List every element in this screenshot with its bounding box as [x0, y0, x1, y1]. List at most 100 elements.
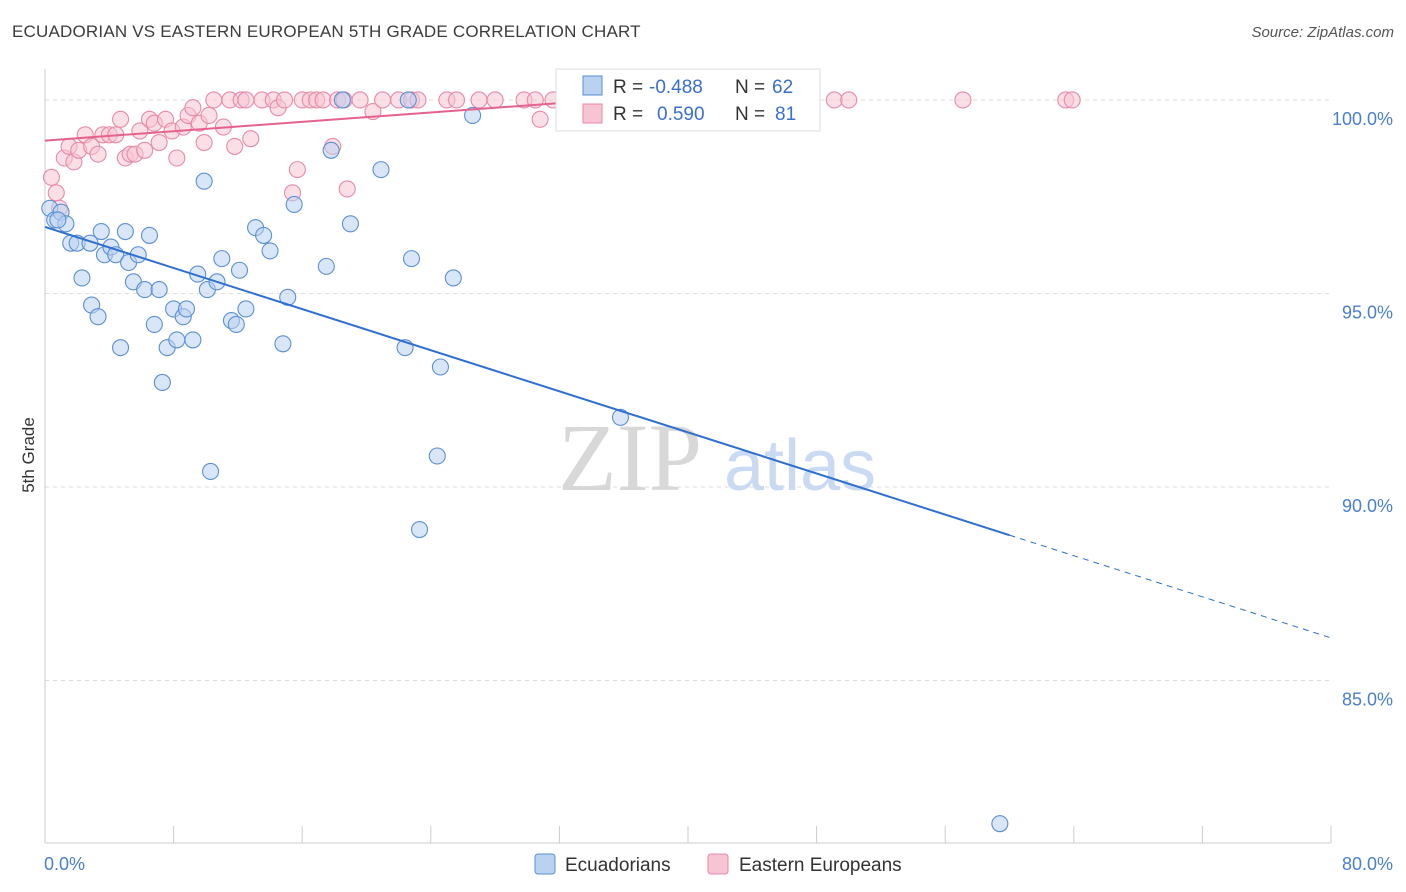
x-tick-label-min: 0.0% [44, 854, 85, 874]
eastern-european-point [168, 149, 186, 167]
x-tick-label-max: 80.0% [1342, 854, 1393, 874]
grid-lines [45, 99, 1331, 681]
legend-r-value-ecuadorians: -0.488 [649, 77, 703, 98]
ecuadorian-point [255, 226, 273, 244]
ecuadorian-point [341, 215, 359, 233]
ecuadorian-point [322, 141, 340, 159]
eastern-european-point [136, 141, 154, 159]
source-credit: Source: ZipAtlas.com [1251, 24, 1394, 41]
watermark-atlas: atlas [724, 426, 876, 506]
ecuadorian-point [410, 520, 429, 539]
eastern-european-point [47, 184, 65, 202]
eastern-european-point [486, 91, 504, 109]
ecuadorian-point [140, 226, 159, 244]
ecuadorian-point [428, 447, 446, 465]
eastern-european-point [112, 110, 130, 128]
ecuadorian-point [49, 211, 67, 229]
ecuadorians-trend-line [44, 225, 1010, 537]
legend-swatch-ecuadorians [582, 75, 603, 96]
eastern-european-point [89, 145, 107, 163]
eastern-european-point [275, 91, 294, 109]
eastern-european-point [954, 91, 972, 109]
ecuadorian-point [611, 408, 630, 426]
ecuadorian-point [116, 222, 134, 241]
ecuadorian-point [317, 257, 335, 275]
correlation-legend: R = -0.488 N = 62 R = 0.590 N = 81 [555, 68, 821, 132]
eastern-european-point [351, 91, 369, 109]
eastern-european-point [242, 130, 260, 148]
ecuadorian-point [285, 195, 303, 213]
ecuadorian-point [372, 161, 390, 179]
ecuadorian-point [227, 315, 245, 333]
ecuadorians-trend-extension [1009, 534, 1332, 639]
legend-r-label-2: R = [613, 104, 643, 125]
ecuadorian-point [399, 91, 417, 109]
eastern-european-point [338, 180, 356, 198]
eastern-european-point [840, 91, 858, 109]
ecuadorian-point [73, 269, 91, 287]
ecuadorian-point [991, 815, 1009, 833]
ecuadorian-point [213, 250, 231, 268]
legend-swatch-eastern-europeans [582, 103, 603, 124]
watermark: ZIP atlas [558, 404, 876, 511]
ecuadorian-point [168, 331, 186, 349]
ecuadorian-point [444, 269, 462, 287]
eastern-european-point [288, 161, 306, 179]
ecuadorian-point [136, 281, 154, 299]
trend-lines [44, 95, 1332, 639]
eastern-european-point [1063, 91, 1081, 109]
y-tick-label: 100.0% [1332, 109, 1393, 129]
y-tick-labels: 100.0% 95.0% 90.0% 85.0% [1332, 109, 1393, 710]
watermark-zip: ZIP [558, 404, 702, 511]
ecuadorian-point [92, 222, 110, 241]
legend-r-label-1: R = [613, 77, 643, 98]
eastern-european-point [374, 91, 392, 109]
legend-r-value-eastern-europeans: 0.590 [657, 104, 705, 125]
axes [44, 69, 1332, 844]
series-legend: Ecuadorians Eastern Europeans [534, 853, 902, 876]
legend-n-value-ecuadorians: 62 [772, 77, 793, 98]
ecuadorian-point [274, 335, 292, 353]
legend-n-label-1: N = [735, 77, 765, 98]
ecuadorian-point [431, 358, 449, 376]
ecuadorian-point [153, 373, 171, 392]
ecuadorian-point [195, 172, 213, 190]
y-tick-label: 90.0% [1342, 496, 1393, 516]
eastern-european-point [531, 110, 549, 128]
ecuadorian-point [202, 462, 220, 481]
ecuadorian-point [464, 106, 482, 124]
ecuadorian-point [112, 339, 130, 357]
ecuadorian-point [237, 300, 255, 318]
ecuadorian-point [333, 91, 351, 109]
eastern-european-point [825, 91, 843, 109]
ecuadorian-point [89, 308, 107, 326]
ecuadorian-point [177, 300, 196, 318]
eastern-european-point [195, 133, 213, 152]
eastern-european-point [205, 91, 223, 109]
eastern-europeans-trend-line [44, 95, 656, 142]
eastern-european-point [314, 91, 332, 109]
eastern-european-point [200, 106, 218, 124]
x-tick-labels: 0.0% 80.0% [44, 854, 1393, 874]
y-tick-label: 95.0% [1342, 302, 1393, 322]
legend-item-eastern-europeans-label: Eastern Europeans [739, 855, 902, 876]
ecuadorian-point [261, 242, 279, 260]
ecuadorian-point [402, 250, 421, 268]
chart-title: ECUADORIAN VS EASTERN EUROPEAN 5TH GRADE… [12, 22, 641, 41]
eastern-european-point [237, 91, 255, 109]
eastern-european-point [42, 168, 60, 186]
eastern-european-point [470, 91, 488, 109]
eastern-european-point [447, 91, 466, 109]
eastern-european-point [226, 137, 244, 155]
legend-n-value-eastern-europeans: 81 [775, 104, 796, 125]
ecuadorian-point [184, 331, 202, 349]
legend-item-ecuadorians-label: Ecuadorians [565, 855, 671, 876]
legend-n-label-2: N = [735, 104, 765, 125]
legend-item-eastern-europeans-swatch [707, 853, 729, 875]
eastern-european-point [184, 99, 202, 117]
ecuadorian-point [145, 315, 163, 333]
y-tick-label: 85.0% [1342, 689, 1393, 709]
ecuadorian-point [230, 261, 249, 279]
ecuadorian-point [150, 281, 168, 299]
